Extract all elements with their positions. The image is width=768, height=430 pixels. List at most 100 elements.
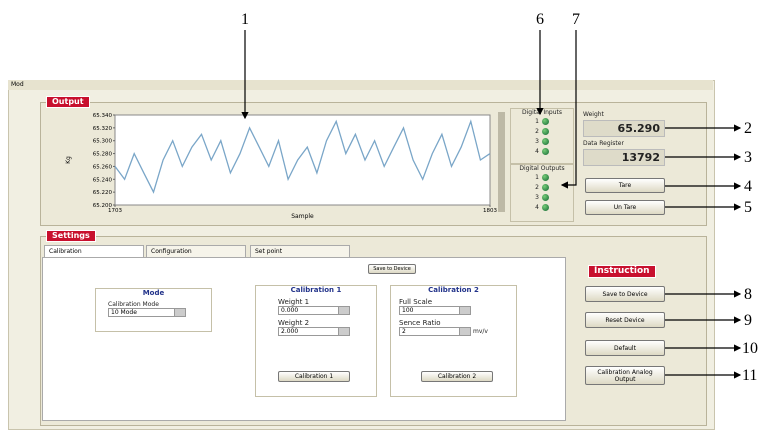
data-register-display: 13792 xyxy=(583,149,665,166)
callout: 4 xyxy=(744,178,752,195)
settings-label: Settings xyxy=(46,230,96,242)
led-label: 2 xyxy=(535,127,539,135)
untare-button[interactable]: Un Tare xyxy=(585,200,665,215)
led-row: 4 xyxy=(529,202,573,212)
mode-field-label: Calibration Mode xyxy=(108,301,159,308)
led-label: 1 xyxy=(535,117,539,125)
spinner xyxy=(459,328,470,335)
led-label: 2 xyxy=(535,183,539,191)
callout: 11 xyxy=(742,367,757,384)
weight1-label: Weight 1 xyxy=(278,298,310,306)
window-title: Mod xyxy=(8,80,713,90)
digital-outputs-title: Digital Outputs xyxy=(519,165,565,172)
weight1-field[interactable]: 0.000 xyxy=(278,306,350,315)
plot-area xyxy=(114,114,491,206)
sense-unit: mv/v xyxy=(473,328,488,335)
y-tick-label: 65.340 xyxy=(93,113,113,119)
full-scale-value: 100 xyxy=(402,307,414,314)
y-tick-label: 65.320 xyxy=(93,126,113,132)
led-row: 3 xyxy=(529,136,573,146)
sense-value: 2 xyxy=(402,328,406,335)
led xyxy=(542,137,549,145)
instruction-button[interactable]: Calibration Analog Output xyxy=(585,366,665,385)
callout: 5 xyxy=(744,199,752,216)
led-row: 2 xyxy=(529,182,573,192)
calibration2-group: Calibration 2 Full Scale 100 Sence Ratio… xyxy=(390,285,517,397)
led-label: 3 xyxy=(535,193,539,201)
weight2-label: Weight 2 xyxy=(278,319,310,327)
chart: 65.340 65.320 65.300 65.280 65.260 65.240 65.2… xyxy=(65,113,497,220)
weight1-value: 0.000 xyxy=(281,307,299,314)
calibration1-group: Calibration 1 Weight 1 0.000 Weight 2 2.… xyxy=(255,285,377,397)
spinner xyxy=(459,307,470,314)
led-row: 4 xyxy=(529,146,573,156)
data-register-label: Data Register xyxy=(583,140,624,147)
scrollbar xyxy=(498,112,505,212)
led xyxy=(542,203,549,211)
tare-button[interactable]: Tare xyxy=(585,178,665,193)
calibration1-button[interactable]: Calibration 1 xyxy=(278,371,350,382)
cal2-title: Calibration 2 xyxy=(428,286,479,294)
callout: 6 xyxy=(536,11,544,28)
x-axis-label: Sample xyxy=(291,213,314,220)
tab[interactable]: Set point xyxy=(250,245,350,257)
digital-inputs-title: Digital Inputs xyxy=(521,109,563,116)
mode-select[interactable]: 10 Mode xyxy=(108,308,186,317)
calibration2-button[interactable]: Calibration 2 xyxy=(421,371,493,382)
led xyxy=(542,193,549,201)
tab[interactable]: Calibration xyxy=(44,245,144,257)
instruction-label: Instruction xyxy=(588,265,656,278)
y-tick-label: 65.300 xyxy=(93,139,113,145)
save-button[interactable]: Save to Device xyxy=(368,264,416,274)
y-tick-label: 65.240 xyxy=(93,177,113,183)
digital-outputs: Digital Outputs 1 2 3 4 xyxy=(510,164,574,222)
led xyxy=(542,147,549,155)
instruction-button[interactable]: Default xyxy=(585,340,665,356)
callout: 7 xyxy=(572,11,580,28)
full-scale-field[interactable]: 100 xyxy=(399,306,471,315)
led xyxy=(542,117,549,125)
y-tick-label: 65.220 xyxy=(93,190,113,196)
led-row: 3 xyxy=(529,192,573,202)
callout: 10 xyxy=(742,340,758,357)
led xyxy=(542,183,549,191)
led-label: 1 xyxy=(535,173,539,181)
spinner xyxy=(338,328,349,335)
callout: 8 xyxy=(744,286,752,303)
x-tick-label: 1803 xyxy=(483,208,497,214)
x-tick-label: 1703 xyxy=(108,208,122,214)
led-label: 4 xyxy=(535,203,539,211)
cal1-title: Calibration 1 xyxy=(290,286,342,294)
sense-row: 2 mv/v xyxy=(399,327,516,336)
led xyxy=(542,127,549,135)
chart-area: 65.340 65.320 65.300 65.280 65.260 65.240 65.2… xyxy=(60,108,500,220)
weight-line xyxy=(114,119,491,194)
led-row: 1 xyxy=(529,116,573,126)
output-label: Output xyxy=(46,96,90,108)
weight2-field[interactable]: 2.000 xyxy=(278,327,350,336)
weight-label: Weight xyxy=(583,111,604,118)
callout: 2 xyxy=(744,120,752,137)
weight-display: 65.290 xyxy=(583,120,665,137)
callout: 3 xyxy=(744,149,752,166)
mode-value: 10 Mode xyxy=(111,309,137,316)
tab-content xyxy=(42,257,566,421)
weight2-value: 2.000 xyxy=(281,328,299,335)
mode-title: Mode xyxy=(142,289,165,297)
y-axis-label: Kg xyxy=(65,156,72,164)
spinner xyxy=(338,307,349,314)
sense-field[interactable]: 2 xyxy=(399,327,471,336)
instruction-button[interactable]: Save to Device xyxy=(585,286,665,302)
led-label: 4 xyxy=(535,147,539,155)
y-tick-label: 65.260 xyxy=(93,164,113,170)
tab[interactable]: Configuration xyxy=(146,245,246,257)
callout: 9 xyxy=(744,312,752,329)
dropdown xyxy=(174,309,185,316)
led-label: 3 xyxy=(535,137,539,145)
led-row: 1 xyxy=(529,172,573,182)
instruction-button[interactable]: Reset Device xyxy=(585,312,665,328)
y-tick-label: 65.200 xyxy=(93,203,113,209)
led xyxy=(542,173,549,181)
full-scale-label: Full Scale xyxy=(399,298,433,306)
